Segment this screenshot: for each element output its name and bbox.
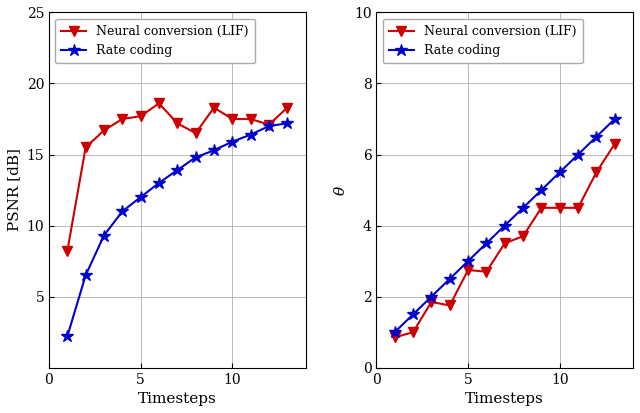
Neural conversion (LIF) [446, 303, 454, 308]
Neural conversion (LIF) [173, 121, 181, 126]
Neural conversion (LIF) [265, 122, 273, 127]
Neural conversion (LIF) [464, 268, 472, 273]
Legend: Neural conversion (LIF), Rate coding: Neural conversion (LIF), Rate coding [383, 19, 582, 64]
Rate coding [82, 273, 90, 278]
Neural conversion (LIF) [192, 131, 200, 136]
Neural conversion (LIF) [391, 335, 399, 340]
Rate coding [409, 312, 417, 317]
Rate coding [118, 209, 126, 214]
Y-axis label: $\theta$: $\theta$ [333, 185, 348, 195]
Neural conversion (LIF) [100, 128, 108, 133]
Neural conversion (LIF) [284, 105, 291, 110]
Neural conversion (LIF) [228, 116, 236, 121]
Rate coding [137, 195, 145, 199]
Neural conversion (LIF) [155, 101, 163, 106]
Rate coding [538, 188, 545, 192]
Neural conversion (LIF) [574, 205, 582, 210]
Rate coding [63, 334, 71, 339]
Rate coding [574, 152, 582, 157]
Rate coding [155, 180, 163, 185]
Line: Rate coding: Rate coding [61, 117, 294, 343]
Neural conversion (LIF) [538, 205, 545, 210]
Rate coding [464, 259, 472, 263]
Rate coding [391, 330, 399, 335]
Neural conversion (LIF) [519, 234, 527, 239]
Rate coding [247, 132, 255, 137]
Rate coding [192, 155, 200, 160]
Rate coding [501, 223, 509, 228]
Neural conversion (LIF) [63, 249, 71, 254]
Y-axis label: PSNR [dB]: PSNR [dB] [7, 149, 21, 231]
Rate coding [100, 233, 108, 238]
Rate coding [284, 121, 291, 126]
Neural conversion (LIF) [611, 141, 619, 146]
Neural conversion (LIF) [210, 105, 218, 110]
Neural conversion (LIF) [409, 330, 417, 335]
Rate coding [210, 148, 218, 153]
Neural conversion (LIF) [483, 269, 490, 274]
Rate coding [556, 170, 564, 175]
Neural conversion (LIF) [247, 116, 255, 121]
Neural conversion (LIF) [556, 205, 564, 210]
Line: Rate coding: Rate coding [388, 113, 621, 338]
Neural conversion (LIF) [137, 114, 145, 119]
Rate coding [446, 276, 454, 281]
Neural conversion (LIF) [501, 241, 509, 246]
Neural conversion (LIF) [593, 170, 600, 175]
Rate coding [593, 134, 600, 139]
Legend: Neural conversion (LIF), Rate coding: Neural conversion (LIF), Rate coding [55, 19, 255, 64]
Rate coding [519, 205, 527, 210]
Rate coding [483, 241, 490, 246]
Rate coding [173, 168, 181, 173]
Rate coding [428, 294, 435, 299]
Rate coding [228, 139, 236, 144]
X-axis label: Timesteps: Timesteps [138, 392, 217, 406]
Rate coding [265, 123, 273, 128]
Neural conversion (LIF) [428, 299, 435, 304]
Neural conversion (LIF) [118, 116, 126, 121]
Neural conversion (LIF) [82, 145, 90, 150]
Line: Neural conversion (LIF): Neural conversion (LIF) [390, 139, 620, 342]
Line: Neural conversion (LIF): Neural conversion (LIF) [63, 99, 292, 256]
Rate coding [611, 116, 619, 121]
X-axis label: Timesteps: Timesteps [465, 392, 544, 406]
